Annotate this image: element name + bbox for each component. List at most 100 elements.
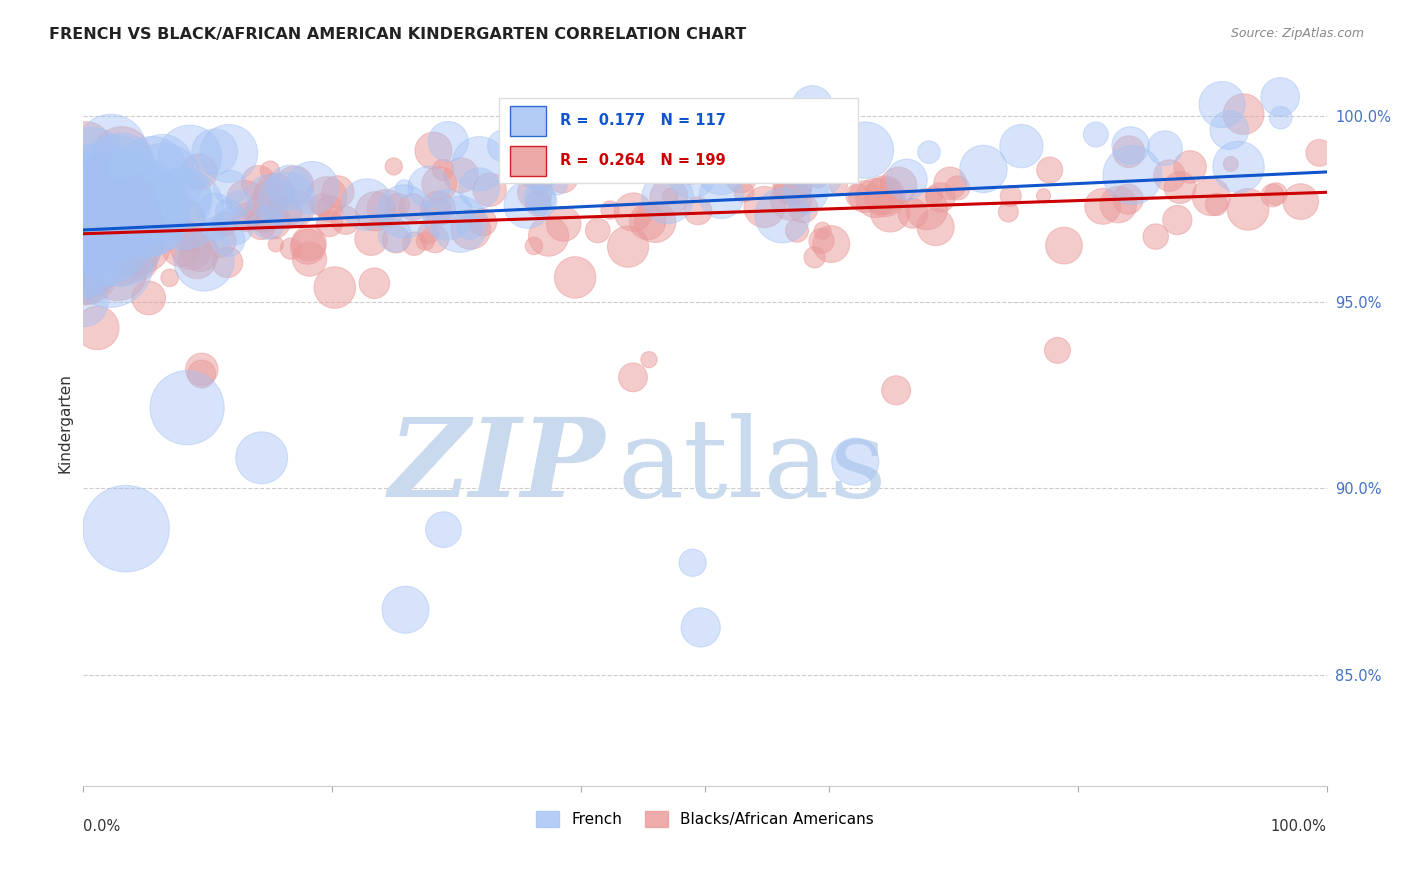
Point <box>382 160 405 174</box>
Point <box>75 142 97 156</box>
Point <box>121 212 143 227</box>
Point <box>86 321 108 335</box>
Point <box>262 214 284 228</box>
Point <box>918 145 941 160</box>
Point <box>212 217 235 231</box>
Point <box>73 258 96 272</box>
Point <box>1178 160 1201 174</box>
Point <box>335 213 357 227</box>
Point <box>110 161 132 176</box>
Point <box>319 202 342 216</box>
Point <box>423 232 446 246</box>
Point <box>76 232 98 246</box>
Point <box>98 233 121 247</box>
Point <box>73 296 96 310</box>
Point <box>801 99 824 113</box>
Point <box>122 190 145 204</box>
Point <box>803 250 825 264</box>
Point <box>658 190 681 204</box>
Point <box>1032 188 1054 202</box>
Point <box>114 196 136 211</box>
Point <box>298 236 321 251</box>
Point <box>1046 343 1069 358</box>
Bar <box>510 106 546 136</box>
Point <box>1144 229 1167 244</box>
Point <box>188 164 211 178</box>
Point <box>530 151 553 165</box>
Point <box>404 236 426 251</box>
Point <box>326 185 349 199</box>
Point <box>1199 190 1222 204</box>
Point <box>387 198 409 212</box>
Point <box>90 211 112 225</box>
Point <box>1265 186 1288 201</box>
Point <box>128 255 150 269</box>
Point <box>422 144 444 158</box>
Point <box>385 232 408 246</box>
Point <box>107 244 129 259</box>
Point <box>82 221 104 235</box>
Point <box>278 180 301 194</box>
Point <box>224 219 246 233</box>
Point <box>1116 192 1139 206</box>
Point <box>75 169 97 183</box>
Point <box>754 200 776 214</box>
Text: 0.0%: 0.0% <box>83 819 121 834</box>
Point <box>689 620 711 634</box>
Point <box>733 186 755 200</box>
Point <box>250 218 273 232</box>
Point <box>84 198 107 212</box>
Point <box>1261 188 1284 202</box>
Point <box>659 189 682 203</box>
Point <box>811 224 834 238</box>
Point <box>364 204 387 219</box>
Point <box>217 204 239 219</box>
Point <box>110 149 132 163</box>
Point <box>769 159 792 173</box>
Point <box>177 229 200 244</box>
Bar <box>510 145 546 176</box>
Point <box>276 205 298 219</box>
Point <box>863 191 886 205</box>
Point <box>191 362 214 376</box>
Point <box>546 178 568 192</box>
Point <box>710 189 733 203</box>
Point <box>922 188 945 202</box>
Point <box>846 188 869 202</box>
Point <box>75 247 97 261</box>
Point <box>946 181 969 195</box>
Point <box>73 195 96 210</box>
Point <box>172 194 194 208</box>
Point <box>231 215 253 229</box>
Point <box>939 176 962 190</box>
Point <box>516 198 538 212</box>
Point <box>202 222 225 236</box>
Point <box>318 217 340 231</box>
Point <box>163 223 186 237</box>
Point <box>529 159 551 173</box>
Point <box>415 234 437 248</box>
Point <box>637 215 659 229</box>
Point <box>1227 160 1250 174</box>
Point <box>524 185 547 199</box>
Point <box>135 207 157 221</box>
Point <box>621 370 644 384</box>
Point <box>915 202 938 216</box>
Point <box>73 273 96 287</box>
Point <box>1233 107 1256 121</box>
Point <box>529 190 551 204</box>
Point <box>873 189 896 203</box>
Point <box>257 216 280 230</box>
Point <box>426 203 449 218</box>
Point <box>323 280 346 294</box>
Point <box>79 166 101 180</box>
Point <box>820 237 842 252</box>
Point <box>72 259 94 273</box>
Point <box>1091 199 1114 213</box>
Point <box>1270 111 1292 125</box>
Point <box>1039 163 1062 178</box>
Point <box>148 200 170 214</box>
Point <box>73 269 96 284</box>
Point <box>73 194 96 209</box>
Point <box>553 217 575 231</box>
